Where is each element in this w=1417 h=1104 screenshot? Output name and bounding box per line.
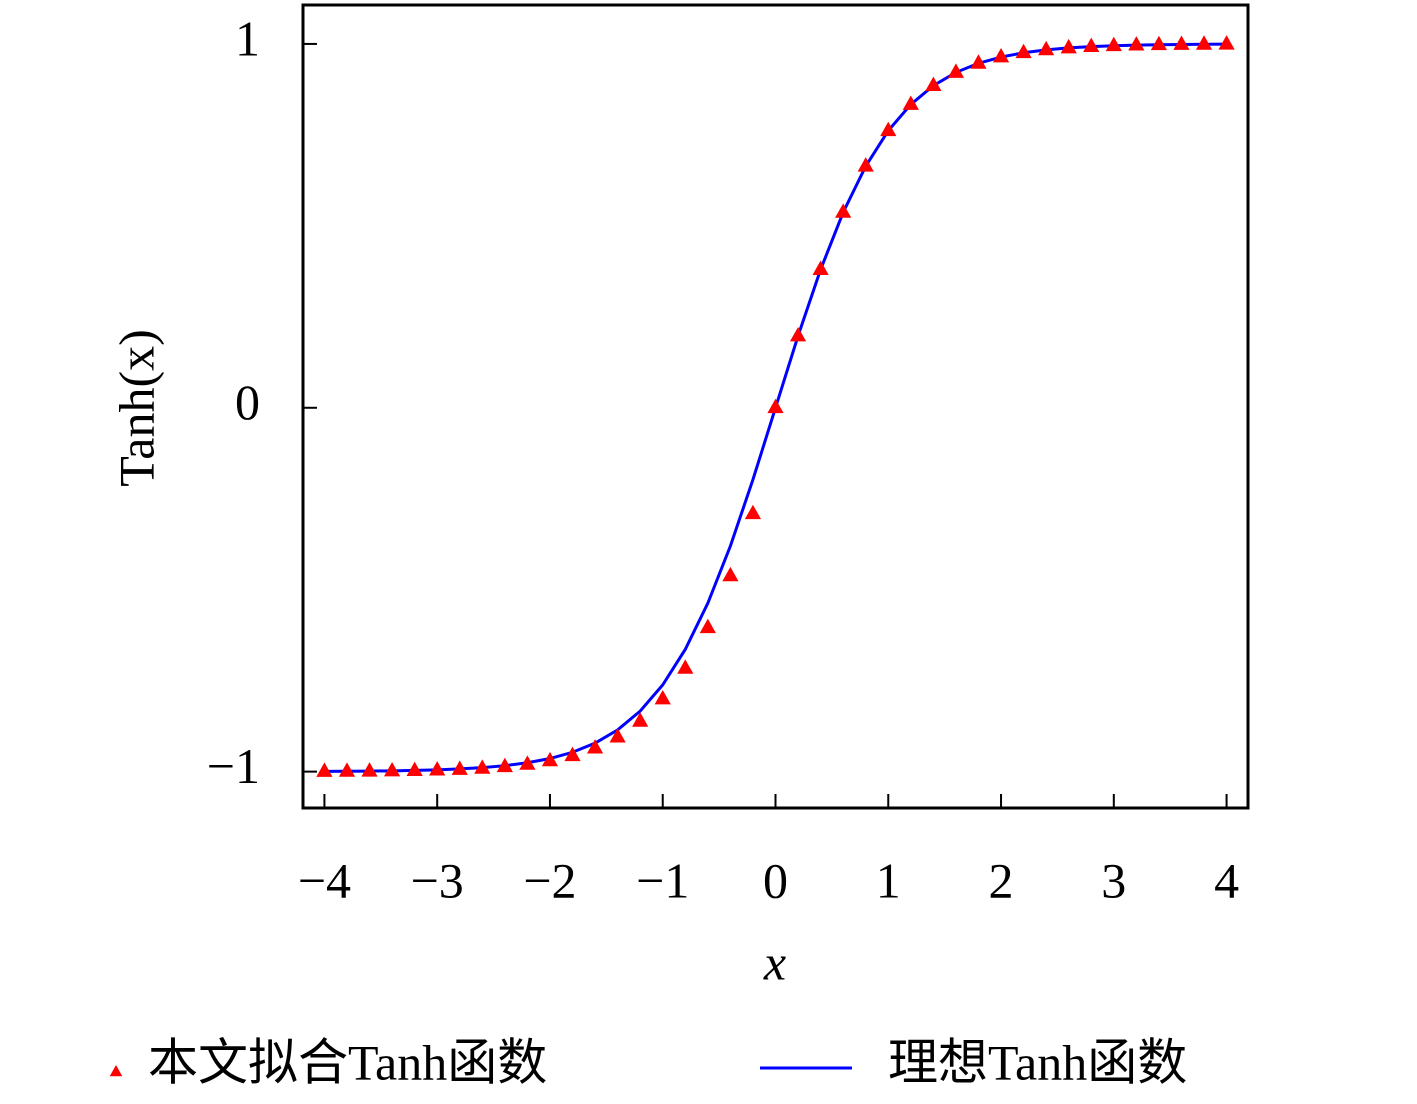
marker [1150,35,1168,51]
marker [722,566,739,582]
marker [1015,43,1032,59]
marker [316,762,333,777]
marker [541,751,559,767]
marker [406,761,423,777]
marker [767,398,784,414]
marker [925,76,942,92]
x-tick-label: −2 [523,852,576,908]
x-tick-label: −1 [636,852,689,908]
marker [361,762,378,777]
marker [1060,38,1077,54]
marker [699,618,716,634]
marker [835,203,852,218]
y-tick-label: −1 [207,738,260,794]
legend-swatch [109,1065,123,1077]
marker [1105,36,1122,52]
marker [677,659,694,674]
marker [632,712,649,727]
marker [1128,36,1145,51]
marker [654,690,671,705]
marker [812,260,829,275]
x-tick-label: 3 [1101,852,1126,908]
marker [970,54,987,69]
x-tick-label: −4 [298,852,351,908]
marker [586,739,604,754]
marker [609,728,626,743]
marker [744,504,762,520]
legend-label: 理想Tanh函数 [888,1034,1187,1090]
marker [474,759,491,774]
x-tick-label: −3 [411,852,464,908]
y-tick-label: 1 [235,10,260,66]
y-axis-label: Tanh(x) [108,329,164,487]
marker [564,746,581,762]
x-tick-label: 2 [989,852,1014,908]
marker [880,121,897,137]
marker [947,63,965,78]
marker [429,761,446,776]
marker [992,48,1010,63]
marker [857,157,874,172]
marker [1218,35,1235,50]
marker [789,326,807,342]
marker [1195,35,1213,50]
marker [1038,40,1055,56]
x-tick-label: 4 [1214,852,1239,908]
marker [1083,37,1100,53]
marker [519,755,536,770]
legend-label: 本文拟合Tanh函数 [148,1034,547,1090]
marker [338,762,356,777]
marker [496,757,513,773]
x-axis-label: x [763,934,786,990]
x-tick-label: 0 [763,852,788,908]
marker [383,761,401,777]
marker [1173,35,1190,50]
x-tick-label: 1 [876,852,901,908]
marker [902,95,919,110]
marker [451,760,468,775]
y-tick-label: 0 [235,374,260,430]
